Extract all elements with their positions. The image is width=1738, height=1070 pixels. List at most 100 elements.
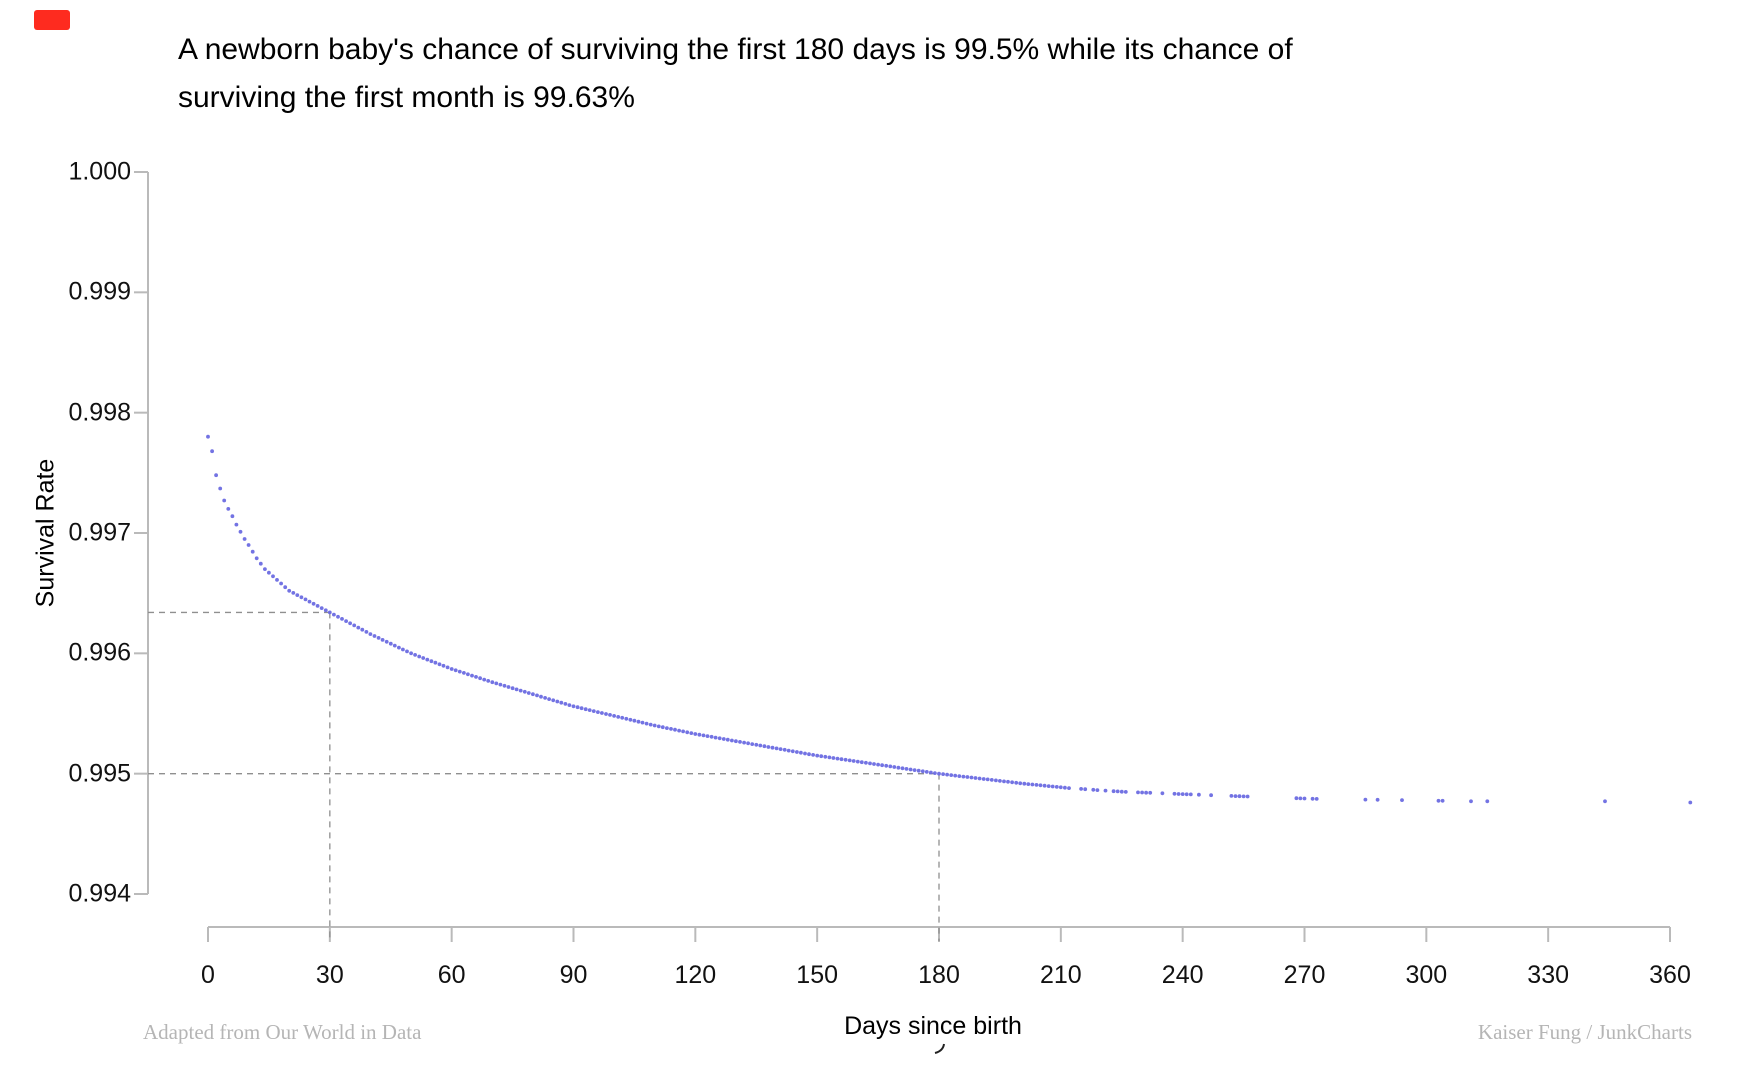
data-point [210,449,215,454]
x-tick-label: 210 [1039,961,1082,989]
data-point [758,743,763,748]
chart-title: A newborn baby's chance of surviving the… [178,26,1468,122]
data-point [981,777,986,781]
data-point [713,735,718,740]
data-point [376,636,381,640]
data-point [222,498,227,503]
data-point [1010,780,1014,785]
data-point [652,723,657,728]
data-point [425,657,430,662]
data-point [1014,780,1019,785]
data-point [563,702,568,706]
x-axis-title: Days since birth [844,1012,1022,1040]
x-tick-label: 60 [437,961,466,989]
y-tick-label: 0.998 [68,398,131,427]
data-point [388,641,393,646]
data-point [1022,781,1027,786]
data-point [774,746,779,751]
data-point [510,686,515,691]
data-point [1018,781,1023,786]
data-point [864,760,868,765]
data-point [823,754,828,759]
data-point [1160,791,1165,796]
data-point [1140,790,1144,795]
data-point [332,612,336,617]
data-point [587,708,592,712]
data-point [734,739,738,744]
data-point [531,692,535,697]
data-point [1302,796,1307,801]
data-point [1054,785,1059,789]
data-point [453,668,458,673]
data-point [263,567,267,571]
data-point [697,732,702,737]
data-point [965,775,970,779]
data-point [782,747,787,752]
data-point [746,741,750,746]
data-point [214,473,219,478]
data-point [1119,789,1124,794]
data-point [750,742,755,746]
data-point [738,740,742,744]
data-point [437,662,442,667]
data-point [884,763,889,768]
data-point [1095,788,1100,792]
data-point [1091,787,1096,792]
data-point [466,672,470,677]
data-point [961,774,966,779]
data-point [827,755,832,760]
data-point [1148,790,1153,795]
data-point [876,762,880,767]
data-point [1176,792,1181,796]
x-tick-label: 360 [1649,961,1691,989]
data-point [242,537,247,541]
data-point [315,604,320,608]
data-point [790,749,795,754]
data-point [327,610,332,615]
data-point [482,677,487,682]
data-point [1042,783,1047,788]
x-tick-label: 270 [1283,961,1326,989]
data-point [1063,785,1067,790]
x-tick-label: 30 [315,961,344,989]
x-tick-label: 150 [796,961,839,989]
data-point [762,744,767,749]
data-point [311,601,316,606]
data-point [462,671,466,675]
data-point [571,704,576,709]
data-point [226,507,231,511]
data-point [575,705,580,710]
y-axis-title: Survival Rate [31,458,60,608]
data-point [994,778,998,783]
data-point [742,740,746,745]
data-point [1067,786,1071,790]
data-point [392,643,397,648]
data-point [559,700,564,705]
data-point [421,656,426,660]
chart-title-line2: surviving the first month is 99.63% [178,81,635,114]
data-point [279,581,283,586]
data-point [799,750,803,755]
data-point [1436,798,1441,803]
data-point [502,683,507,688]
x-tick-label: 180 [918,961,960,989]
data-point [709,734,714,739]
data-point [364,630,369,634]
data-point [1241,794,1246,799]
data-point [807,752,811,757]
data-point [1440,798,1445,803]
y-tick-label: 0.999 [68,277,131,306]
data-point [368,632,373,636]
data-point [494,681,499,686]
data-point [283,585,288,590]
data-point [372,634,377,638]
data-point [693,732,698,736]
data-point [275,578,279,582]
data-point [579,706,584,711]
data-point [234,522,239,527]
data-point [705,734,710,738]
data-point [977,776,982,781]
data-point [336,614,340,619]
